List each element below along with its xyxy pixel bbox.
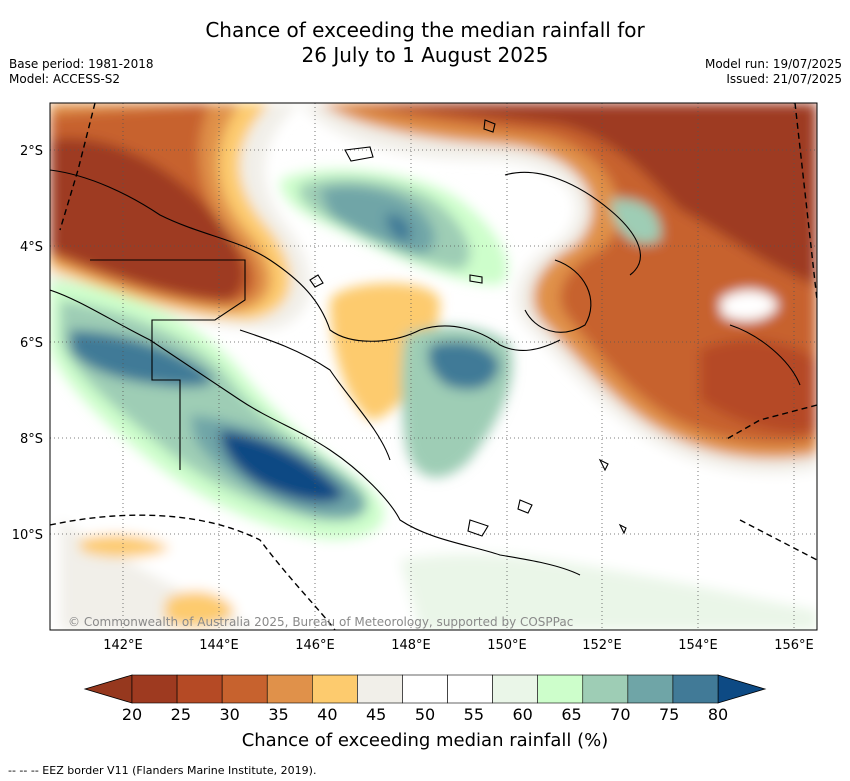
colorbar-cell bbox=[357, 674, 403, 704]
colorbar-cell bbox=[537, 674, 584, 704]
colorbar-tick-label: 30 bbox=[219, 705, 239, 724]
colorbar-tick-label: 70 bbox=[610, 705, 630, 724]
colorbar-cell bbox=[402, 674, 448, 704]
lat-labels: 2°S 4°S 6°S 8°S 10°S bbox=[12, 144, 43, 543]
colorbar-tick-label: 25 bbox=[171, 705, 191, 724]
lon-labels: 142°E 144°E 146°E 148°E 150°E 152°E 154°… bbox=[103, 638, 814, 653]
colorbar-cell bbox=[266, 674, 313, 704]
colorbar-cell bbox=[447, 674, 493, 704]
lon-label: 142°E bbox=[103, 638, 143, 653]
colorbar-tick-label: 80 bbox=[708, 705, 728, 724]
lat-label: 10°S bbox=[12, 528, 43, 543]
colorbar-cell bbox=[131, 674, 178, 704]
colorbar-tick-label: 60 bbox=[512, 705, 532, 724]
lat-label: 6°S bbox=[20, 336, 43, 351]
colorbar-under-triangle bbox=[83, 674, 133, 704]
lat-label: 4°S bbox=[20, 240, 43, 255]
colorbar-over-triangle bbox=[717, 674, 767, 704]
chart-title: Chance of exceeding the median rainfall … bbox=[0, 18, 850, 68]
colorbar-tick-label: 35 bbox=[268, 705, 288, 724]
coastlines bbox=[50, 119, 801, 576]
base-period: Base period: 1981-2018 bbox=[9, 57, 154, 71]
lon-label: 144°E bbox=[199, 638, 239, 653]
colorbar: 20 25 30 35 40 45 50 55 60 65 70 75 80 bbox=[83, 674, 767, 724]
lon-label: 150°E bbox=[487, 638, 527, 653]
colorbar-tick-label: 65 bbox=[561, 705, 581, 724]
lon-label: 154°E bbox=[678, 638, 718, 653]
lon-label: 146°E bbox=[295, 638, 335, 653]
meta-left: Base period: 1981-2018 Model: ACCESS-S2 bbox=[9, 57, 154, 87]
colorbar-tick-label: 45 bbox=[366, 705, 386, 724]
colorbar-cell bbox=[221, 674, 268, 704]
colorbar-cell bbox=[176, 674, 223, 704]
eez-legend: -- -- -- EEZ border V11 (Flanders Marine… bbox=[8, 764, 317, 777]
colorbar-title: Chance of exceeding median rainfall (%) bbox=[241, 730, 609, 751]
eez-borders bbox=[50, 103, 817, 630]
colorbar-tick-label: 75 bbox=[659, 705, 679, 724]
colorbar-cell bbox=[492, 674, 538, 704]
model-name: Model: ACCESS-S2 bbox=[9, 72, 121, 86]
meta-right: Model run: 19/07/2025 Issued: 21/07/2025 bbox=[705, 57, 842, 87]
lat-label: 8°S bbox=[20, 432, 43, 447]
colorbar-tick-label: 40 bbox=[317, 705, 337, 724]
map-area: © Commonwealth of Australia 2025, Bureau… bbox=[50, 103, 817, 630]
copyright: © Commonwealth of Australia 2025, Bureau… bbox=[68, 615, 573, 629]
model-run: Model run: 19/07/2025 bbox=[704, 57, 842, 71]
colorbar-tick-label: 55 bbox=[464, 705, 484, 724]
issued-date: Issued: 21/07/2025 bbox=[726, 72, 842, 86]
lon-label: 152°E bbox=[582, 638, 622, 653]
lat-label: 2°S bbox=[20, 144, 43, 159]
title-line-1: Chance of exceeding the median rainfall … bbox=[205, 18, 645, 42]
colorbar-tick-label: 20 bbox=[122, 705, 142, 724]
colorbar-cell bbox=[627, 674, 674, 704]
colorbar-tick-label: 50 bbox=[415, 705, 435, 724]
map-frame bbox=[49, 102, 818, 631]
colorbar-cell bbox=[312, 674, 358, 704]
colorbar-cell bbox=[582, 674, 629, 704]
lon-label: 156°E bbox=[774, 638, 814, 653]
lon-label: 148°E bbox=[391, 638, 431, 653]
title-line-2: 26 July to 1 August 2025 bbox=[301, 43, 549, 67]
colorbar-cell bbox=[672, 674, 719, 704]
